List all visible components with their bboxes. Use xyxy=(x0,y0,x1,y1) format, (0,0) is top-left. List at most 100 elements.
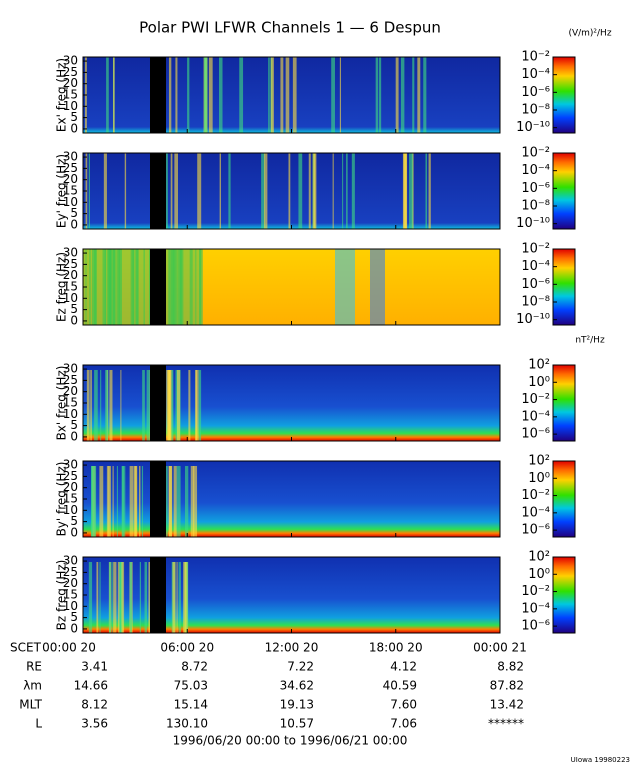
streak xyxy=(395,57,399,133)
y-tick-label: 25 xyxy=(63,565,78,579)
x-tick-label: 12:00 20 xyxy=(265,641,319,655)
streak xyxy=(88,153,91,229)
streak xyxy=(404,153,407,229)
streak xyxy=(219,153,221,229)
data-gap xyxy=(150,461,166,537)
x-tick-label: 06:00 20 xyxy=(160,641,214,655)
y-tick-label: 30 xyxy=(63,150,78,164)
y-tick-label: 5 xyxy=(70,610,78,624)
streak xyxy=(193,466,198,537)
colorbar-tick-label: 10⁻⁴ xyxy=(521,409,550,424)
colorbar-tick-label: 10⁻² xyxy=(521,488,550,503)
row-label: RE xyxy=(26,660,42,674)
y-tick-label: 0 xyxy=(70,621,78,635)
streak xyxy=(417,57,421,133)
streak xyxy=(111,562,113,633)
colorbar-tick-label: 10² xyxy=(528,358,550,373)
colorbar-tick-label: 10² xyxy=(528,454,550,469)
streak xyxy=(425,153,428,229)
colorbar xyxy=(552,152,576,230)
colorbar xyxy=(552,556,576,634)
streak xyxy=(190,466,195,537)
spectrogram xyxy=(83,461,500,537)
unit-label: (V/m)²/Hz xyxy=(568,29,611,39)
streak xyxy=(175,370,178,441)
streak xyxy=(351,153,355,229)
streak xyxy=(90,370,92,441)
streak xyxy=(106,57,109,133)
row-value: 8.72 xyxy=(181,660,208,674)
colorbar-tick-label: 10⁻² xyxy=(521,584,550,599)
y-tick-label: 30 xyxy=(63,362,78,376)
y-tick-label: 0 xyxy=(70,313,78,327)
streak xyxy=(239,57,244,133)
streak xyxy=(332,153,334,229)
colorbar-tick-label: 10⁻² xyxy=(521,50,550,65)
streak xyxy=(112,466,114,537)
streak xyxy=(270,57,274,133)
y-tick-label: 10 xyxy=(63,99,78,113)
y-tick-label: 0 xyxy=(70,217,78,231)
streak xyxy=(298,153,303,229)
y-tick-label: 15 xyxy=(63,588,78,602)
row-label: L xyxy=(35,717,42,731)
y-tick-label: 10 xyxy=(63,291,78,305)
row-label: MLT xyxy=(19,698,42,712)
streak xyxy=(168,57,172,133)
streak xyxy=(409,153,413,229)
y-tick-label: 15 xyxy=(63,492,78,506)
colorbar-tick-label: 10⁻⁶ xyxy=(521,277,550,292)
row-value: 4.12 xyxy=(390,660,417,674)
y-tick-label: 0 xyxy=(70,121,78,135)
y-tick-label: 25 xyxy=(63,373,78,387)
y-tick-label: 20 xyxy=(63,480,78,494)
streak xyxy=(148,562,152,633)
colorbar-tick-label: 10⁻² xyxy=(521,146,550,161)
streak xyxy=(264,153,268,229)
y-axis-label: Ez freq (Hz) xyxy=(55,252,69,322)
colorbar-tick-label: 10⁻⁶ xyxy=(521,619,550,634)
streak xyxy=(119,562,122,633)
spectrogram xyxy=(83,365,500,441)
streak xyxy=(88,562,93,633)
streak xyxy=(120,370,122,441)
streak xyxy=(170,153,173,229)
streak xyxy=(308,153,311,229)
y-tick-label: 25 xyxy=(63,469,78,483)
row-value: 7.06 xyxy=(390,717,417,731)
streak xyxy=(164,466,168,537)
y-tick-label: 20 xyxy=(63,172,78,186)
streak xyxy=(113,57,115,133)
y-tick-label: 0 xyxy=(70,429,78,443)
spectrogram xyxy=(83,57,500,133)
data-gap xyxy=(150,153,166,229)
streak xyxy=(285,57,290,133)
y-tick-label: 5 xyxy=(70,514,78,528)
y-tick-label: 15 xyxy=(63,280,78,294)
colorbar-tick-label: 10² xyxy=(528,550,550,565)
y-tick-label: 5 xyxy=(70,110,78,124)
row-value: 3.56 xyxy=(81,717,108,731)
data-gap xyxy=(150,249,166,325)
y-tick-label: 30 xyxy=(63,458,78,472)
colorbar-tick-label: 10⁻⁸ xyxy=(521,199,550,214)
streak xyxy=(91,466,95,537)
y-axis-label: Bz freq (Hz) xyxy=(55,560,69,631)
y-tick-label: 30 xyxy=(63,54,78,68)
y-tick-label: 20 xyxy=(63,268,78,282)
row-value: 3.41 xyxy=(81,660,108,674)
colorbar-tick-label: 10⁻⁴ xyxy=(521,601,550,616)
y-tick-label: 25 xyxy=(63,257,78,271)
colorbar-tick-label: 10⁻¹⁰ xyxy=(516,312,550,327)
colorbar-tick-label: 10⁻⁴ xyxy=(521,163,550,178)
streak xyxy=(197,153,202,229)
streak xyxy=(195,370,199,441)
streak xyxy=(339,57,342,133)
row-value: 8.12 xyxy=(81,698,108,712)
colorbar-tick-label: 10⁻² xyxy=(521,392,550,407)
region xyxy=(335,249,355,325)
streak xyxy=(116,466,118,537)
colorbar-tick-label: 10⁻⁶ xyxy=(521,85,550,100)
streak xyxy=(129,466,134,537)
y-tick-label: 10 xyxy=(63,195,78,209)
